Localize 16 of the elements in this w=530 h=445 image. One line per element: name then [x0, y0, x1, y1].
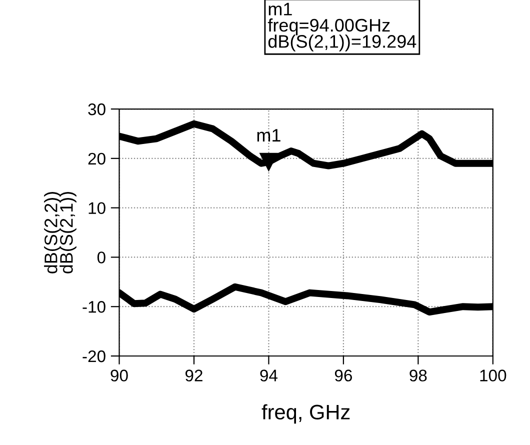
y-tick-label: 30	[88, 103, 106, 116]
y-tick-label: -20	[82, 350, 106, 362]
x-tick-label: 90	[110, 370, 128, 382]
y-axis-title: dB(S(2,2)) dB(S(2,1))	[44, 192, 76, 274]
y-tick-label: 10	[88, 202, 106, 214]
x-tick-label: 96	[334, 370, 352, 382]
x-axis-title: freq, GHz	[262, 404, 350, 424]
y-tick-label: -10	[82, 301, 106, 313]
x-tick-label: 94	[260, 370, 278, 382]
text: m1 freq=94.00GHz dB(S(2,1))=19.294	[268, 2, 416, 52]
x-tick-label: 92	[185, 370, 202, 382]
x-tick-label: 100	[480, 370, 506, 382]
annotation: m1	[257, 129, 280, 142]
y-tick-label: 0	[97, 252, 106, 264]
y-tick-label: 20	[88, 152, 106, 165]
x-tick-label: 98	[410, 370, 427, 382]
